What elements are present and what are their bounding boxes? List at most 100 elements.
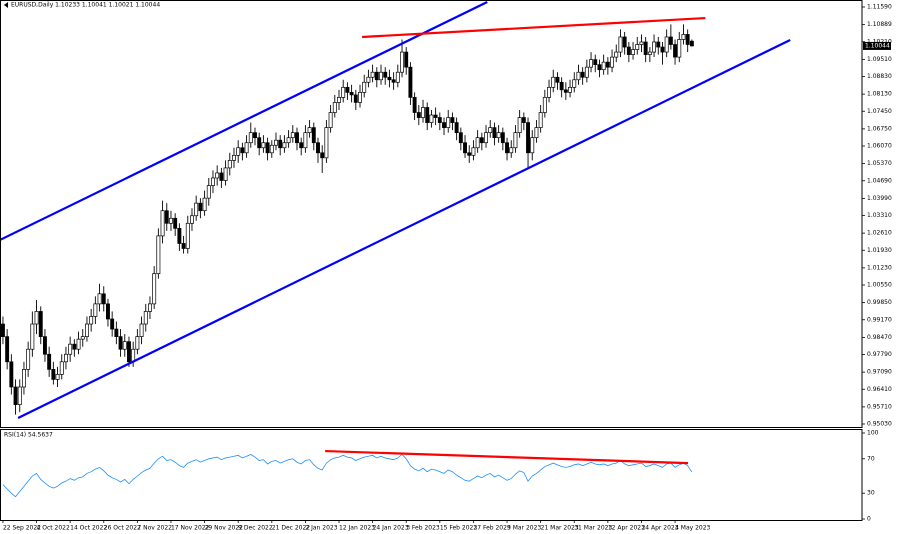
- candle-body: [68, 343, 73, 355]
- candle-body: [244, 142, 249, 154]
- y-tick-label: 1.01930: [867, 247, 892, 254]
- candle-body: [572, 79, 577, 88]
- candle-body: [311, 127, 316, 144]
- candle-body: [59, 361, 64, 375]
- y-tick-label: 30: [867, 490, 875, 497]
- candle-body: [681, 34, 686, 40]
- candle-body: [211, 177, 215, 186]
- candle-body: [374, 71, 379, 81]
- candle-body: [534, 127, 539, 139]
- trendline: [17, 38, 791, 419]
- candle-body: [513, 132, 518, 149]
- candle-body: [484, 132, 488, 144]
- candle-body: [328, 112, 333, 128]
- x-tick-label: 21 Dec 2022: [272, 525, 311, 532]
- candle-body: [580, 71, 585, 78]
- candle-body: [202, 197, 207, 212]
- candle-body: [421, 107, 425, 118]
- candle-body: [122, 341, 127, 350]
- x-tick-label: 27 Feb 2023: [473, 525, 511, 532]
- candle-body: [605, 61, 610, 68]
- candle-body: [215, 172, 220, 179]
- candle-body: [274, 139, 278, 146]
- candle-body: [668, 36, 673, 45]
- rsi-title: RSI(14) 54.5637: [4, 432, 53, 439]
- y-tick-label: 1.01230: [867, 264, 892, 271]
- x-tick-label: 7 Nov 2022: [137, 525, 172, 532]
- x-tick-label: 4 May 2023: [675, 525, 710, 532]
- candle-body: [479, 137, 484, 144]
- last-price-label: 1.10044: [865, 42, 890, 49]
- candle-body: [358, 92, 362, 103]
- x-tick-label: 26 Oct 2022: [104, 525, 141, 532]
- candle-body: [76, 338, 81, 350]
- candle-body: [290, 132, 295, 139]
- candle-body: [610, 56, 615, 68]
- candle-body: [97, 293, 102, 305]
- candle-body: [391, 79, 396, 83]
- candle-body: [530, 137, 535, 154]
- candle-body: [563, 89, 568, 93]
- candle-body: [303, 132, 308, 149]
- candle-body: [5, 336, 10, 363]
- candle-body: [295, 132, 299, 144]
- candle-body: [177, 227, 182, 244]
- candle-body: [114, 328, 119, 337]
- candle-body: [316, 142, 320, 154]
- candle-body: [689, 40, 694, 47]
- candle-body: [366, 76, 371, 83]
- candle-body: [673, 44, 678, 58]
- title-icon: [4, 2, 8, 8]
- y-tick-label: 1.00550: [867, 282, 892, 289]
- candle-body: [416, 112, 421, 118]
- x-tick-label: 24 Jan 2023: [373, 525, 409, 532]
- candle-body: [454, 122, 459, 134]
- candle-body: [93, 303, 98, 317]
- candle-body: [30, 323, 35, 350]
- candle-body: [555, 76, 560, 83]
- price-pane: [0, 0, 863, 428]
- candle-body: [446, 117, 451, 128]
- y-tick-label: 1.10210: [867, 38, 892, 45]
- y-tick-label: 1.03310: [867, 212, 892, 219]
- x-tick-label: 17 Nov 2022: [171, 525, 210, 532]
- candle-body: [185, 222, 190, 249]
- chart-title: EURUSD,Daily 1.10233 1.10041 1.10021 1.1…: [11, 2, 160, 9]
- y-tick-label: 1.04690: [867, 177, 892, 184]
- candle-body: [635, 44, 640, 50]
- candle-body: [139, 323, 144, 337]
- x-tick-label: 3 Feb 2023: [406, 525, 440, 532]
- candle-body: [320, 152, 325, 159]
- candle-body: [387, 76, 392, 81]
- candle-body: [265, 142, 270, 154]
- candle-body: [118, 336, 123, 350]
- candle-body: [34, 311, 39, 325]
- candle-body: [282, 142, 287, 149]
- candle-body: [589, 59, 593, 68]
- candle-body: [542, 97, 547, 113]
- candle-body: [324, 127, 329, 159]
- candle-body: [471, 147, 476, 156]
- y-tick-label: 1.05370: [867, 160, 892, 167]
- candle-body: [21, 369, 26, 388]
- candle-body: [156, 235, 161, 275]
- candle-body: [576, 71, 581, 81]
- candle-body: [467, 152, 472, 156]
- candle-body: [198, 202, 203, 212]
- candle-body: [526, 122, 530, 154]
- x-tick-label: 9 Dec 2022: [238, 525, 273, 532]
- x-tick-label: 12 Jan 2023: [339, 525, 375, 532]
- candle-body: [223, 167, 228, 181]
- y-tick-label: 0.95710: [867, 403, 892, 410]
- y-tick-label: 1.08130: [867, 91, 892, 98]
- candle-body: [341, 86, 346, 98]
- candle-body: [261, 142, 266, 149]
- candle-body: [227, 160, 232, 169]
- candle-body: [496, 132, 501, 139]
- y-tick-label: 1.02610: [867, 230, 892, 237]
- candle-body: [412, 97, 417, 113]
- candle-body: [505, 142, 509, 154]
- candle-body: [664, 36, 669, 53]
- candle-body: [509, 147, 514, 154]
- candle-body: [127, 341, 131, 363]
